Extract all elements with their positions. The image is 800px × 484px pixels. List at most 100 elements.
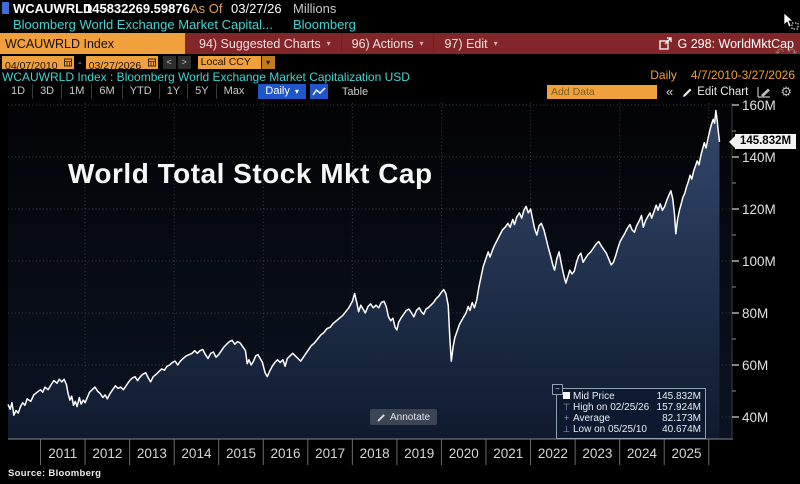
pencil-icon	[377, 413, 385, 421]
date-from-field[interactable]	[2, 56, 77, 73]
legend-label: Average	[573, 413, 611, 424]
y-axis-label: 80M	[742, 306, 768, 321]
legend-row[interactable]: Mid Price 145.832M	[560, 391, 701, 402]
as-of-label: As Of	[190, 1, 223, 16]
units-label: Millions	[293, 1, 337, 16]
range-back-button[interactable]: <	[162, 56, 176, 69]
frequency-dropdown[interactable]: Daily ▾	[258, 84, 306, 99]
x-axis-label: 2024	[627, 446, 658, 461]
legend-value: 40.674M	[662, 424, 701, 435]
period-tabs: 1D 3D 1M 6M YTD 1Y 5Y Max	[4, 84, 251, 99]
last-price-flag: 145.832M	[729, 134, 796, 149]
currency-selector[interactable]: Local CCY	[197, 56, 261, 69]
x-axis-label: 2022	[538, 446, 568, 461]
series-square-icon	[560, 391, 573, 402]
price-line	[7, 109, 721, 416]
caret-down-icon: ▾	[294, 87, 299, 96]
legend-label: Low on 05/25/10	[573, 424, 647, 435]
bloomberg-brand: Bloomberg	[293, 17, 356, 32]
chart-edit-icon[interactable]	[757, 86, 771, 98]
add-data-input[interactable]	[546, 85, 657, 99]
range-forward-button[interactable]: >	[177, 56, 191, 69]
security-input[interactable]	[0, 33, 185, 54]
legend-value: 145.832M	[656, 391, 701, 402]
undo-icon[interactable]: ↶	[775, 47, 789, 59]
price-chart[interactable]: 2011 2012 2013 2014 2015 2016 2017 2018 2019 2020…	[0, 100, 800, 484]
x-axis-label: 2017	[315, 446, 345, 461]
tab-period-1y[interactable]: 1Y	[158, 84, 187, 99]
tab-period-5y[interactable]: 5Y	[187, 84, 215, 99]
caret-down-icon: ▾	[419, 39, 424, 48]
date-to-input[interactable]	[85, 59, 161, 73]
x-axis-label: 2013	[137, 446, 167, 461]
ticker-symbol: WCAUWRLD	[13, 1, 93, 16]
date-to-field[interactable]	[85, 56, 161, 73]
last-value: 145832269.59876	[85, 1, 190, 16]
tab-period-1m[interactable]: 1M	[61, 84, 91, 99]
redo-icon[interactable]: ↷	[788, 47, 800, 59]
x-axis-label: 2023	[582, 446, 612, 461]
y-axis-label: 160M	[742, 100, 776, 113]
tab-period-ytd[interactable]: YTD	[121, 84, 159, 99]
x-axis-label: 2014	[181, 446, 212, 461]
launch-external-icon	[658, 37, 672, 50]
currency-caret-icon[interactable]: ▾	[261, 56, 275, 69]
x-axis-label: 2020	[449, 446, 479, 461]
frequency-range-echo: Daily 4/7/2010-3/27/2026	[650, 68, 795, 82]
collapse-icon[interactable]: «	[665, 84, 674, 99]
security-description: Bloomberg World Exchange Market Capital.…	[13, 17, 273, 32]
chart-tag-group[interactable]: G 298: WorldMktCap	[658, 33, 800, 54]
high-whisker-icon: ⊤	[562, 402, 571, 412]
text-cursor-block	[2, 2, 9, 14]
range-separator: -	[78, 56, 82, 69]
x-axis-label: 2016	[271, 446, 301, 461]
source-attribution: Source: Bloomberg	[8, 468, 102, 479]
y-axis-label: 100M	[742, 254, 776, 269]
edit-chart-button[interactable]: Edit Chart	[682, 86, 748, 98]
calendar-icon[interactable]	[147, 58, 156, 67]
pencil-icon	[683, 88, 692, 97]
as-of-date: 03/27/26	[231, 1, 282, 16]
undo-redo-group: ↶↷	[775, 46, 800, 59]
x-axis-label: 2021	[493, 446, 523, 461]
x-axis-label: 2011	[48, 446, 77, 461]
date-from-input[interactable]	[2, 59, 77, 73]
y-axis-label: 40M	[742, 410, 768, 425]
legend-row[interactable]: ⊤ High on 02/25/26 157.924M	[560, 402, 701, 413]
legend-collapse-icon[interactable]: −	[552, 384, 563, 395]
chart-type-button[interactable]	[309, 84, 328, 99]
main-toolbar: 94) Suggested Charts ▾ 96) Actions ▾ 97)…	[0, 33, 800, 54]
menu-suggested-charts[interactable]: 94) Suggested Charts ▾	[189, 33, 342, 54]
x-axis-label: 2012	[92, 446, 122, 461]
ticker-header-row: WCAUWRLD 145832269.59876 As Of 03/27/26 …	[0, 0, 800, 16]
gear-icon[interactable]: ⚙	[780, 84, 792, 99]
annotate-button[interactable]: Annotate	[370, 409, 438, 425]
calendar-icon[interactable]	[64, 58, 72, 67]
period-tab-bar: 1D 3D 1M 6M YTD 1Y 5Y Max Daily ▾ Table	[4, 84, 368, 99]
legend-row[interactable]: ⊥ Low on 05/25/10 40.674M	[560, 424, 701, 435]
security-full-description: WCAUWRLD Index : Bloomberg World Exchang…	[2, 70, 410, 84]
tab-period-3d[interactable]: 3D	[32, 84, 61, 99]
y-axis-label: 60M	[742, 358, 768, 373]
toolbar-menus: 94) Suggested Charts ▾ 96) Actions ▾ 97)…	[189, 33, 508, 54]
line-chart-icon	[312, 87, 326, 95]
tab-table[interactable]: Table	[341, 85, 369, 98]
menu-actions[interactable]: 96) Actions ▾	[342, 33, 435, 54]
legend-row[interactable]: + Average 82.173M	[560, 413, 701, 424]
tab-period-6m[interactable]: 6M	[91, 84, 121, 99]
chart-legend: − Mid Price 145.832M ⊤ High on 02/25/26 157.…	[552, 384, 706, 439]
mouse-cursor-icon	[783, 13, 799, 30]
range-label: 4/7/2010-3/27/2026	[690, 68, 795, 82]
chart-tag-label: G 298: WorldMktCap	[677, 36, 794, 51]
caret-down-icon: ▾	[326, 39, 331, 48]
legend-value: 157.924M	[656, 402, 701, 413]
average-cross-icon: +	[563, 413, 570, 423]
menu-edit[interactable]: 97) Edit ▾	[444, 36, 498, 51]
caret-down-icon: ▾	[493, 39, 498, 48]
frequency-label: Daily	[650, 68, 677, 82]
tab-period-max[interactable]: Max	[215, 84, 252, 99]
legend-value: 82.173M	[662, 413, 701, 424]
x-axis-label: 2019	[404, 446, 434, 461]
tab-period-1d[interactable]: 1D	[11, 85, 26, 97]
